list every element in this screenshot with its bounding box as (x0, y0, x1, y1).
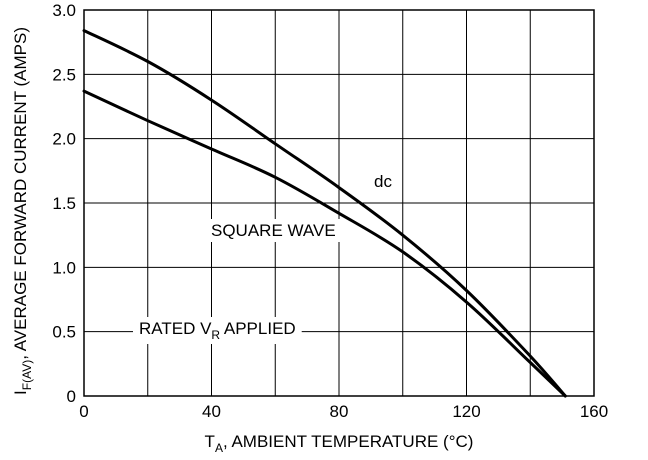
series-line-square-wave (82, 89, 567, 398)
y-tick-label: 2.5 (52, 65, 76, 84)
x-tick-label: 40 (202, 402, 221, 421)
x-tick-label: 160 (580, 402, 608, 421)
y-tick-label: 1.0 (52, 258, 76, 277)
series-line-dc (82, 29, 567, 398)
x-axis-label-subscript: A (215, 441, 223, 455)
y-tick-label: 0.5 (52, 323, 76, 342)
dc-label-background (371, 170, 396, 193)
y-axis-label: IF(AV), AVERAGE FORWARD CURRENT (AMPS) (11, 27, 34, 395)
x-axis-label-rest: , AMBIENT TEMPERATURE (°C) (223, 432, 474, 451)
y-axis-label-main: I (11, 390, 30, 395)
rated-label-rest: APPLIED (220, 319, 296, 338)
tick-labels: 0 40 80 120 160 0 0.5 1.0 1.5 2.0 2.5 3.0 (52, 1, 608, 421)
series-layer (82, 29, 567, 398)
x-tick-label: 120 (452, 402, 480, 421)
y-tick-label: 0 (67, 387, 76, 406)
x-axis-label: TA, AMBIENT TEMPERATURE (°C) (205, 432, 474, 455)
y-tick-label: 3.0 (52, 1, 76, 20)
rated-label-subscript: R (211, 328, 220, 342)
dc-series-label: dc (374, 172, 392, 191)
x-tick-label: 0 (79, 402, 88, 421)
square-wave-label-background (207, 219, 340, 242)
square-wave-series-label: SQUARE WAVE (211, 221, 336, 240)
x-tick-label: 80 (330, 402, 349, 421)
y-axis-label-subscript: F(AV) (20, 360, 34, 390)
y-tick-label: 1.5 (52, 194, 76, 213)
y-axis-label-rest: , AVERAGE FORWARD CURRENT (AMPS) (11, 27, 30, 360)
x-axis-label-main: T (205, 432, 215, 451)
rated-vr-applied-label: RATED VR APPLIED (139, 319, 296, 342)
rated-label-background (133, 317, 302, 344)
rated-label-main: RATED V (139, 319, 212, 338)
y-tick-label: 2.0 (52, 130, 76, 149)
plot-frame (83, 9, 595, 397)
